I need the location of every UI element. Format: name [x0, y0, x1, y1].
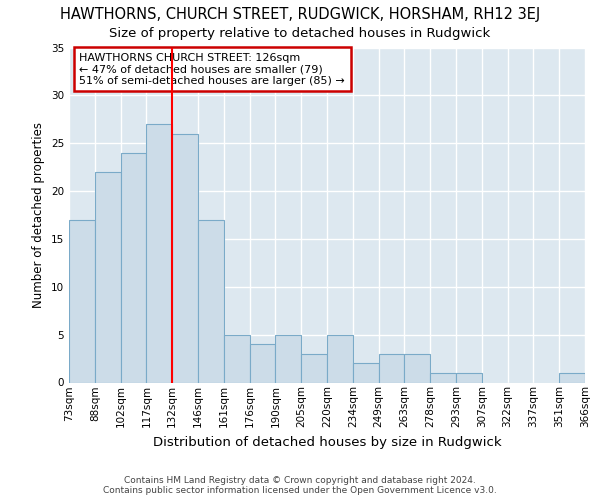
- Bar: [301, 354, 327, 382]
- Text: Size of property relative to detached houses in Rudgwick: Size of property relative to detached ho…: [109, 28, 491, 40]
- Bar: [95, 172, 121, 382]
- Bar: [353, 364, 379, 382]
- Bar: [250, 344, 275, 383]
- Bar: [559, 373, 585, 382]
- Bar: [224, 334, 250, 382]
- Bar: [430, 373, 456, 382]
- Y-axis label: Number of detached properties: Number of detached properties: [32, 122, 46, 308]
- Bar: [69, 220, 95, 382]
- Text: HAWTHORNS, CHURCH STREET, RUDGWICK, HORSHAM, RH12 3EJ: HAWTHORNS, CHURCH STREET, RUDGWICK, HORS…: [60, 8, 540, 22]
- Bar: [379, 354, 404, 382]
- Bar: [172, 134, 198, 382]
- Text: Contains HM Land Registry data © Crown copyright and database right 2024.
Contai: Contains HM Land Registry data © Crown c…: [103, 476, 497, 495]
- X-axis label: Distribution of detached houses by size in Rudgwick: Distribution of detached houses by size …: [152, 436, 502, 448]
- Bar: [121, 153, 146, 382]
- Bar: [404, 354, 430, 382]
- Bar: [275, 334, 301, 382]
- Bar: [198, 220, 224, 382]
- Text: HAWTHORNS CHURCH STREET: 126sqm
← 47% of detached houses are smaller (79)
51% of: HAWTHORNS CHURCH STREET: 126sqm ← 47% of…: [79, 52, 345, 86]
- Bar: [146, 124, 172, 382]
- Bar: [327, 334, 353, 382]
- Bar: [456, 373, 482, 382]
